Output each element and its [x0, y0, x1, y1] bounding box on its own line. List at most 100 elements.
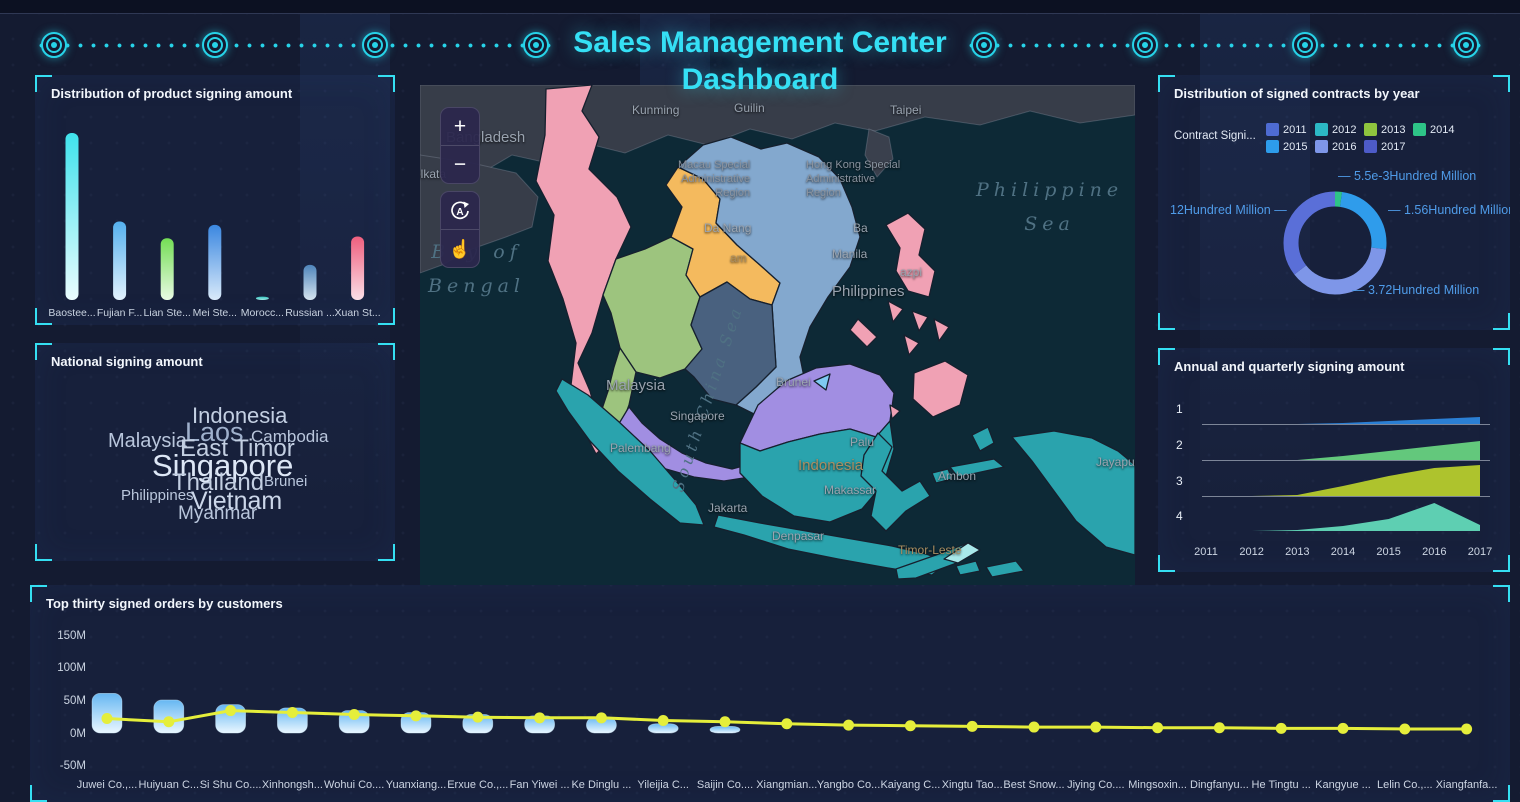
compass-reset-button[interactable]: A [441, 192, 479, 229]
line-point[interactable] [348, 709, 360, 721]
line-point[interactable] [472, 711, 484, 723]
ridge-area-row-3[interactable] [1206, 465, 1480, 496]
hand-pointer-button[interactable]: ☝ [441, 229, 479, 267]
map-region-visayas[interactable] [903, 334, 920, 356]
map-region-sumatra[interactable] [555, 378, 705, 526]
map-region-new-guinea[interactable] [1011, 430, 1135, 556]
donut-slice-2011[interactable] [1283, 191, 1387, 295]
product-bar[interactable] [160, 238, 174, 300]
legend-item-2016[interactable]: 2016 [1315, 138, 1364, 155]
line-point[interactable] [719, 716, 731, 728]
corner-bracket [30, 785, 47, 802]
panel-title: Distribution of product signing amount [51, 86, 293, 101]
line-point[interactable] [225, 705, 237, 717]
legend-item-2014[interactable]: 2014 [1413, 121, 1462, 138]
wordcloud-word[interactable]: Indonesia [192, 403, 288, 428]
product-bar[interactable] [208, 224, 222, 300]
line-point[interactable] [595, 712, 607, 724]
panel-top-thirty-orders: Top thirty signed orders by customers 15… [30, 585, 1510, 802]
legend-item-2012[interactable]: 2012 [1315, 121, 1364, 138]
legend-label: 2011 [1283, 123, 1307, 136]
wordcloud-word[interactable]: Philippines [121, 487, 194, 504]
wordcloud-word[interactable]: Singapore [152, 448, 294, 483]
orders-axis-label: Fan Yiwei ... [510, 779, 570, 791]
product-bar[interactable] [255, 296, 269, 300]
page-title-line1: Sales Management Center [573, 26, 947, 59]
map-region-halmahera[interactable] [971, 426, 995, 452]
line-point[interactable] [286, 707, 298, 719]
map-region-palawan[interactable] [849, 318, 878, 348]
line-point[interactable] [1337, 722, 1349, 734]
map-region-cambodia[interactable] [684, 281, 777, 406]
orders-y-tick: -50M [60, 760, 86, 772]
legend-item-2017[interactable]: 2017 [1364, 138, 1413, 155]
line-point[interactable] [1028, 721, 1040, 733]
orders-axis-label: Mingsoxin... [1128, 779, 1187, 791]
line-point[interactable] [843, 719, 855, 731]
ridge-area-row-2[interactable] [1206, 441, 1480, 460]
order-bar[interactable] [709, 726, 741, 734]
map-region-visayas[interactable] [911, 310, 929, 332]
line-point[interactable] [163, 716, 175, 728]
wordcloud-word[interactable]: Thailand [172, 469, 265, 496]
wordcloud-word[interactable]: Myanmar [178, 503, 258, 524]
map-region-buru[interactable] [931, 468, 953, 484]
donut-slice-2015[interactable] [1283, 191, 1387, 295]
legend-item-2011[interactable]: 2011 [1266, 121, 1315, 138]
wordcloud-word[interactable]: Brunei [264, 473, 308, 490]
panel-national-signing: National signing amount Indonesia Laos Cam… [35, 343, 395, 561]
wordcloud-word[interactable]: Malaysia [108, 430, 187, 452]
map-region-seram[interactable] [949, 458, 1005, 478]
line-point[interactable] [1399, 723, 1411, 735]
map-region-sulu[interactable] [889, 404, 901, 420]
donut-slice-2016[interactable] [1283, 191, 1387, 295]
orders-y-tick: 0M [70, 728, 86, 740]
line-point[interactable] [101, 712, 113, 724]
line-point[interactable] [966, 720, 978, 732]
line-point[interactable] [1152, 722, 1164, 734]
product-bar-chart: Baostee... Fujian F... Lian Ste... Mei Ste.… [48, 133, 381, 319]
line-point[interactable] [1275, 722, 1287, 734]
map-region-luzon[interactable] [885, 212, 936, 298]
product-bar[interactable] [303, 264, 317, 300]
map-region-sulawesi[interactable] [860, 432, 931, 532]
product-bar[interactable] [351, 236, 365, 300]
map-panel[interactable]: BangladeshKolkataKunmingGuilinTaipeiMaca… [420, 85, 1135, 585]
wordcloud-word[interactable]: Laos [185, 417, 244, 447]
zoom-out-button[interactable]: − [441, 145, 479, 183]
zoom-in-button[interactable]: + [453, 114, 467, 138]
line-point[interactable] [410, 710, 422, 722]
line-point[interactable] [1090, 721, 1102, 733]
line-point[interactable] [1461, 723, 1473, 735]
map-region-east-timor[interactable] [943, 542, 981, 564]
wordcloud-word[interactable]: Vietnam [191, 487, 283, 515]
line-point[interactable] [534, 712, 546, 724]
product-bar[interactable] [113, 221, 127, 300]
ridge-area-row-4[interactable] [1206, 503, 1480, 531]
target-icon [362, 32, 389, 58]
map-region-bali-lombok[interactable] [955, 560, 981, 576]
wordcloud-word[interactable]: Cambodia [251, 427, 329, 446]
map-region-mindanao[interactable] [912, 360, 969, 418]
line-point[interactable] [781, 718, 793, 730]
map-region-brunei[interactable] [813, 373, 831, 391]
orders-y-tick: 150M [57, 630, 86, 642]
map-region-visayas[interactable] [933, 318, 950, 342]
target-icon [971, 32, 997, 58]
wordcloud-word[interactable]: East Timor [180, 435, 295, 462]
corner-bracket [1493, 313, 1510, 330]
map-region-kalimantan[interactable] [739, 420, 895, 523]
map-region-sumbawa[interactable] [985, 560, 1025, 578]
map-region-mindoro[interactable] [887, 300, 904, 323]
legend-item-2015[interactable]: 2015 [1266, 138, 1315, 155]
orders-axis-label: Lelin Co.,... [1377, 779, 1433, 791]
product-bar[interactable] [65, 133, 79, 300]
legend-item-2013[interactable]: 2013 [1364, 121, 1413, 138]
dashboard-header: Sales Management Center Dashboard [35, 24, 1485, 110]
ridge-area-row-1[interactable] [1206, 417, 1480, 424]
ridge-year-label: 2013 [1285, 546, 1309, 558]
line-point[interactable] [657, 714, 669, 726]
line-point[interactable] [904, 720, 916, 732]
line-point[interactable] [1213, 722, 1225, 734]
panel-product-distribution: Distribution of product signing amount B… [35, 75, 395, 325]
